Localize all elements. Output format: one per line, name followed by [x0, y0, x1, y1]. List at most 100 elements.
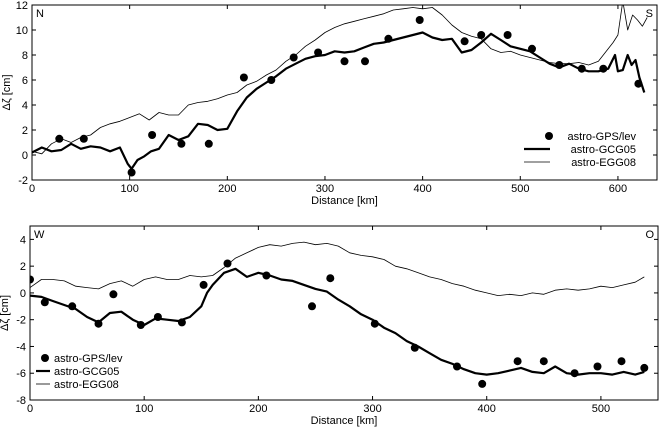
legend-label: astro-GCG05	[571, 144, 636, 156]
gps-lev-point	[239, 73, 248, 82]
y-tick-label: 6	[22, 75, 28, 87]
x-tick-label: 400	[478, 403, 496, 415]
gps-lev-point	[40, 298, 49, 307]
gps-lev-point	[326, 274, 335, 283]
gps-lev-point	[453, 362, 461, 371]
gps-lev-point	[593, 362, 602, 371]
gps-lev-point	[94, 319, 103, 328]
x-tick-label: 200	[249, 403, 267, 415]
gps-lev-point	[136, 321, 145, 329]
legend-label: astro-EGG08	[571, 157, 636, 169]
y-tick-label: 4	[20, 234, 26, 246]
x-tick-label: 100	[135, 403, 153, 415]
legend-label: astro-GCG05	[54, 366, 119, 378]
gps-lev-point	[153, 313, 162, 321]
gps-lev-point	[68, 302, 77, 311]
egg08-line	[30, 241, 645, 296]
gps-lev-point	[199, 280, 208, 289]
plot-frame	[31, 4, 658, 181]
gcg05-line	[32, 31, 646, 170]
y-tick-label: 2	[22, 125, 28, 137]
gps-lev-point	[513, 357, 522, 366]
gps-lev-point	[460, 37, 469, 46]
y-tick-label: 0	[22, 150, 28, 162]
gcg05-line	[30, 267, 645, 376]
legend-label: astro-GPS/lev	[54, 353, 123, 365]
corner-label-left: W	[34, 229, 45, 241]
series-group	[32, 5, 648, 177]
y-tick-label: -6	[16, 368, 26, 380]
y-axis-label: Δζ [cm]	[0, 295, 11, 331]
gps-lev-point	[634, 79, 643, 88]
legend-label: astro-GPS/lev	[568, 131, 637, 143]
gps-lev-point	[177, 139, 186, 148]
x-tick-label: 500	[592, 403, 610, 415]
plot-frame	[29, 225, 659, 401]
x-tick-label: 300	[363, 403, 381, 415]
y-tick-label: -2	[18, 175, 28, 187]
x-tick-label: 0	[29, 183, 35, 195]
y-tick-label: -4	[16, 341, 26, 353]
gps-lev-point	[415, 16, 424, 24]
gps-lev-point	[570, 369, 579, 378]
legend-marker-dot	[41, 354, 49, 362]
y-axis-label: Δζ [cm]	[1, 74, 13, 110]
gps-lev-point	[384, 34, 393, 43]
gps-lev-point	[528, 44, 536, 53]
gps-lev-point	[55, 134, 64, 143]
series-group	[30, 241, 649, 388]
gps-lev-point	[503, 31, 512, 39]
corner-label-right: S	[646, 8, 653, 20]
gps-lev-point	[308, 302, 316, 311]
x-tick-label: 100	[120, 183, 138, 195]
gps-lev-point	[361, 57, 369, 66]
gps-lev-point	[314, 48, 323, 57]
gps-lev-point	[262, 271, 271, 280]
corner-label-right: O	[645, 229, 654, 241]
x-axis-label: Distance [km]	[311, 195, 378, 207]
gps-lev-point	[478, 379, 487, 388]
legend-marker-dot	[545, 132, 553, 140]
y-tick-label: -2	[16, 315, 26, 327]
gps-lev-point	[109, 290, 118, 299]
y-tick-label: -8	[16, 395, 26, 407]
x-tick-label: 500	[511, 183, 529, 195]
gps-lev-point	[148, 131, 157, 139]
chart-panel-2: 0 100 200 300 400 500 -8 -6 -4 -2 0 2 4 Distance [km]…	[0, 225, 659, 427]
gps-lev-point	[30, 275, 34, 284]
x-axis-label: Distance [km]	[311, 415, 378, 427]
gps-lev-point	[555, 61, 564, 69]
gps-lev-point	[477, 31, 486, 39]
gps-lev-point	[599, 64, 608, 73]
gps-lev-point	[617, 357, 626, 366]
gps-lev-point	[577, 64, 586, 73]
gps-lev-point	[340, 57, 349, 66]
gps-lev-point	[223, 259, 232, 268]
x-tick-label: 600	[609, 183, 627, 195]
egg08-line	[32, 5, 648, 155]
corner-label-left: N	[36, 8, 44, 20]
y-tick-label: 0	[20, 288, 26, 300]
y-tick-label: 4	[22, 100, 28, 112]
gps-lev-point	[267, 76, 276, 84]
gps-lev-point	[127, 168, 136, 177]
gps-lev-point	[410, 343, 419, 352]
x-tick-label: 200	[218, 183, 236, 195]
y-tick-label: 8	[22, 50, 28, 62]
gps-lev-point	[289, 53, 298, 62]
y-tick-label: 2	[20, 261, 26, 273]
gps-lev-point	[79, 134, 88, 143]
gps-lev-point	[204, 139, 213, 148]
y-tick-label: 12	[16, 0, 28, 12]
x-tick-label: 0	[27, 403, 33, 415]
legend-label: astro-EGG08	[54, 379, 119, 391]
gps-lev-point	[370, 319, 379, 328]
y-tick-label: 10	[16, 25, 28, 37]
x-tick-label: 400	[413, 183, 431, 195]
x-tick-label: 300	[316, 183, 334, 195]
gps-lev-point	[539, 357, 548, 366]
